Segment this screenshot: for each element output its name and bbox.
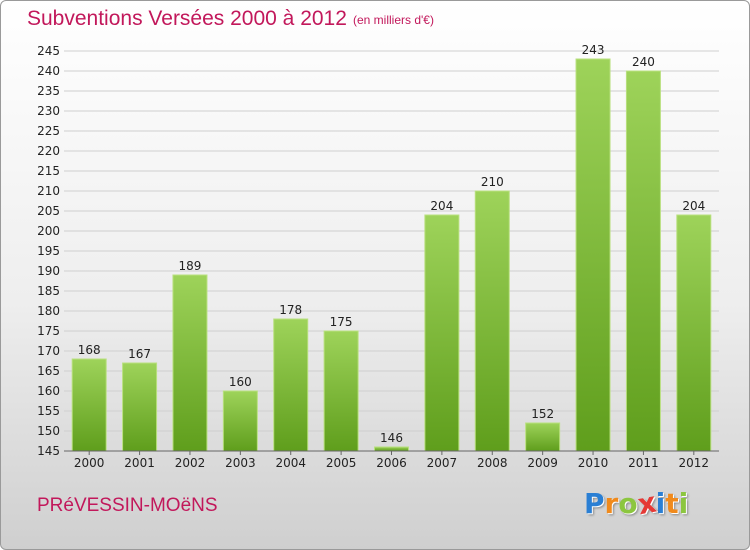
chart-subtitle: (en milliers d'€) xyxy=(353,13,434,27)
logo-letter: r xyxy=(604,487,619,520)
y-tick-label: 190 xyxy=(37,264,60,278)
value-label-2011: 240 xyxy=(632,55,655,69)
y-tick-label: 210 xyxy=(37,184,60,198)
logo-letter: i xyxy=(655,487,666,520)
y-tick-label: 175 xyxy=(37,324,60,338)
bar-2008 xyxy=(474,190,510,452)
value-label-2001: 167 xyxy=(128,347,151,361)
x-tick-label-2000: 2000 xyxy=(74,456,105,470)
x-tick-label-2005: 2005 xyxy=(326,456,357,470)
logo-letter: i xyxy=(678,487,689,520)
value-label-2004: 178 xyxy=(279,303,302,317)
y-tick-label: 200 xyxy=(37,224,60,238)
y-tick-label: 185 xyxy=(37,284,60,298)
y-tick-label: 235 xyxy=(37,84,60,98)
y-tick-label: 215 xyxy=(37,164,60,178)
bar-2000 xyxy=(71,358,107,452)
y-tick-label: 245 xyxy=(37,44,60,58)
y-tick-label: 150 xyxy=(37,424,60,438)
value-label-2003: 160 xyxy=(229,375,252,389)
x-tick-label-2012: 2012 xyxy=(679,456,710,470)
y-tick-label: 160 xyxy=(37,384,60,398)
value-label-2005: 175 xyxy=(330,315,353,329)
bar-2012 xyxy=(676,214,712,452)
bar-2006 xyxy=(374,446,409,452)
y-tick-label: 205 xyxy=(37,204,60,218)
proxiti-logo[interactable]: Proxiti xyxy=(584,486,689,522)
x-tick-label-2007: 2007 xyxy=(427,456,458,470)
x-tick-label-2008: 2008 xyxy=(477,456,508,470)
bar-2003 xyxy=(222,390,258,452)
x-tick-label-2011: 2011 xyxy=(628,456,659,470)
value-label-2012: 204 xyxy=(682,199,705,213)
y-tick-label: 195 xyxy=(37,244,60,258)
bar-2010 xyxy=(575,58,611,452)
value-label-2010: 243 xyxy=(582,43,605,57)
grid-lines xyxy=(64,50,719,452)
y-tick-label: 155 xyxy=(37,404,60,418)
bar-2002 xyxy=(172,274,208,452)
value-label-2000: 168 xyxy=(78,343,101,357)
x-tick-label-2002: 2002 xyxy=(175,456,206,470)
x-tick-label-2006: 2006 xyxy=(376,456,407,470)
value-label-2002: 189 xyxy=(179,259,202,273)
bar-2004 xyxy=(273,318,309,452)
x-tick-label-2003: 2003 xyxy=(225,456,256,470)
y-tick-label: 230 xyxy=(37,104,60,118)
bar-2009 xyxy=(525,422,561,452)
x-tick-label-2010: 2010 xyxy=(578,456,609,470)
commune-name: PRéVESSIN-MOëNS xyxy=(37,495,218,516)
y-tick-label: 145 xyxy=(37,444,60,458)
value-labels: 168 167 189 160 178 175 146 204 210 152 243 240 204 xyxy=(78,43,706,445)
y-tick-label: 165 xyxy=(37,364,60,378)
bar-2001 xyxy=(122,362,158,452)
x-tick-label-2009: 2009 xyxy=(527,456,558,470)
bar-2011 xyxy=(625,70,661,452)
value-label-2009: 152 xyxy=(531,407,554,421)
x-axis-ticks: 2000 2001 2002 2003 2004 2005 2006 2007 2008 2009… xyxy=(74,451,709,470)
x-tick-label-2001: 2001 xyxy=(124,456,155,470)
y-tick-label: 240 xyxy=(37,64,60,78)
value-label-2007: 204 xyxy=(430,199,453,213)
y-tick-label: 225 xyxy=(37,124,60,138)
bar-2005 xyxy=(323,330,359,452)
chart-title: Subventions Versées 2000 à 2012 xyxy=(27,7,347,30)
y-tick-label: 180 xyxy=(37,304,60,318)
value-label-2008: 210 xyxy=(481,175,504,189)
value-label-2006: 146 xyxy=(380,431,403,445)
bar-2007 xyxy=(424,214,460,452)
y-tick-label: 220 xyxy=(37,144,60,158)
logo-letter: t xyxy=(665,487,679,520)
x-tick-label-2004: 2004 xyxy=(275,456,306,470)
logo-letter: o xyxy=(618,487,638,520)
y-tick-label: 170 xyxy=(37,344,60,358)
y-axis-ticks: 145 150 155 160 165 170 175 180 185 190 195 200 205 2… xyxy=(37,44,60,458)
bars xyxy=(71,58,712,452)
logo-letter: P xyxy=(584,487,605,520)
